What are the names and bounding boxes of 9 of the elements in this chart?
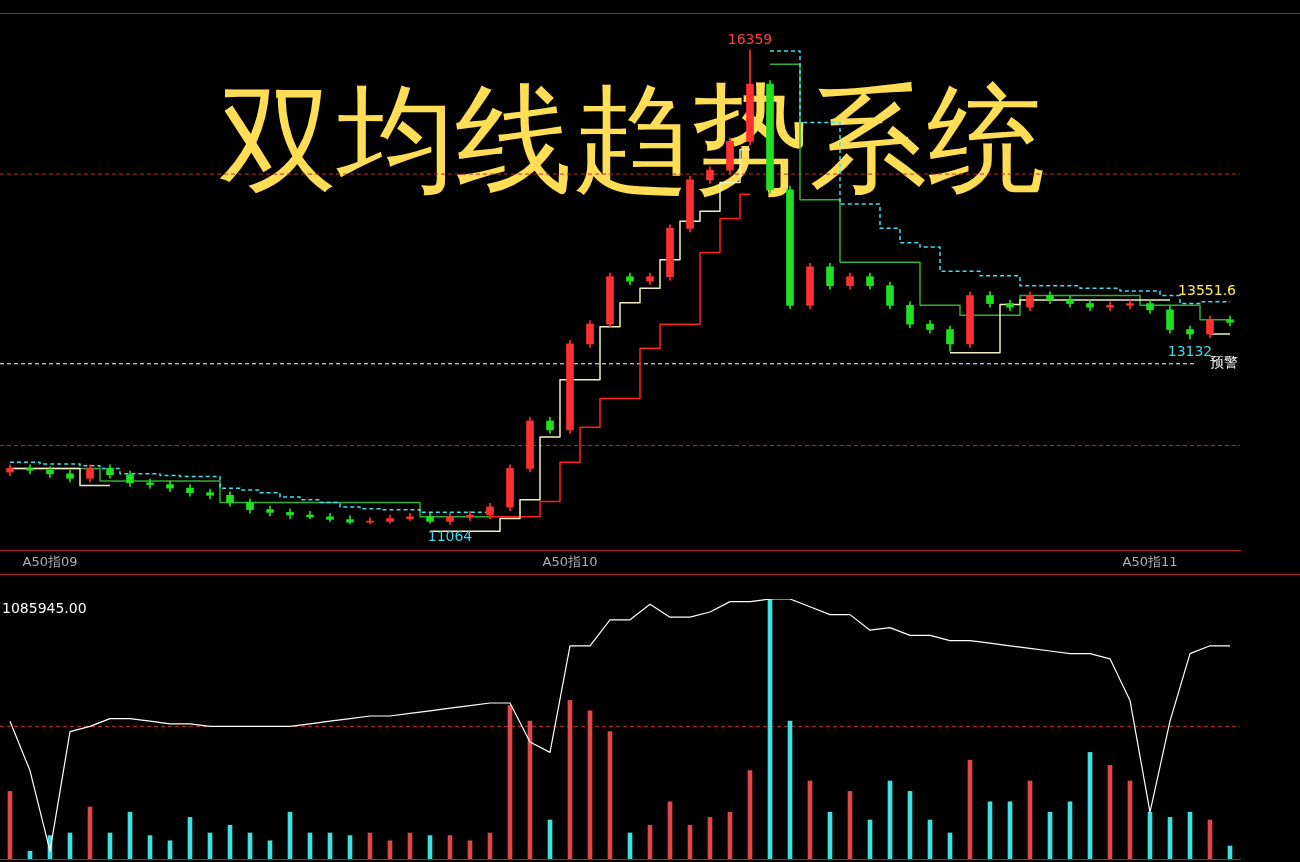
x-tick-label: A50指11 (1122, 553, 1178, 569)
candlestick (286, 508, 294, 519)
x-tick-label: A50指09 (22, 553, 78, 569)
annotation: 13551.6 (1178, 282, 1237, 299)
ref-line-label: 预警 (1210, 354, 1238, 371)
annotation: 16359 (727, 30, 773, 47)
annotation: 1085945.00 (2, 599, 87, 616)
x-tick-label: A50指10 (542, 553, 598, 569)
annotation: 11064 (427, 528, 473, 545)
